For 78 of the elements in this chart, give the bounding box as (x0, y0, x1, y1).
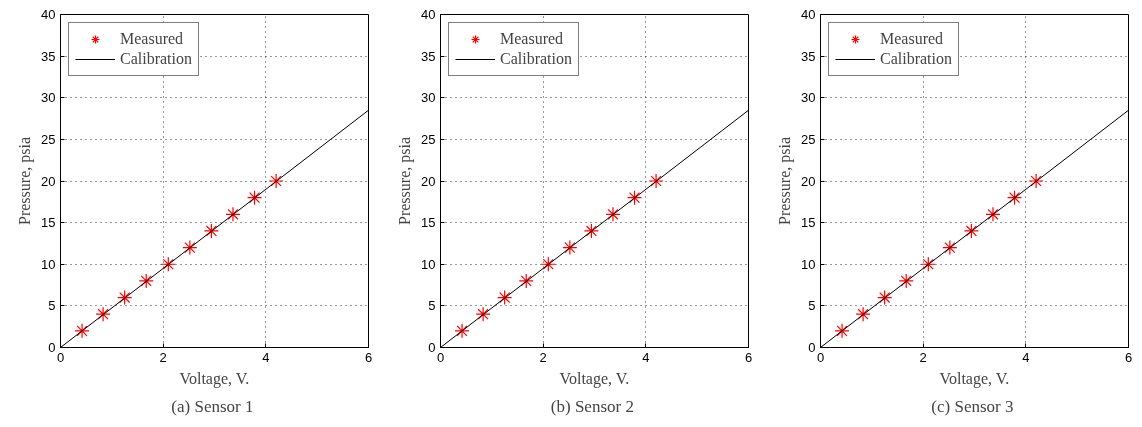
legend-label: Measured (500, 30, 564, 48)
text: (c) Sensor 3 (931, 396, 1014, 416)
point (855, 306, 871, 322)
point (225, 206, 241, 222)
text: (a) Sensor 1 (171, 396, 254, 416)
point (942, 240, 958, 256)
y-tick-label: 20 (801, 173, 816, 189)
x-axis-title: Voltage, V. (939, 369, 1010, 388)
y-axis-title: Pressure, psia (16, 137, 35, 225)
legend-label: Calibration (120, 50, 192, 68)
point (268, 173, 284, 189)
y-tick-label: 40 (421, 7, 436, 22)
y-tick-label: 40 (41, 7, 56, 22)
point (138, 273, 154, 289)
point (834, 323, 850, 339)
x-tick-label: 4 (262, 349, 270, 365)
y-tick-label: 15 (41, 215, 56, 231)
point (963, 223, 980, 239)
y-tick-label: 35 (421, 48, 436, 64)
point (203, 223, 220, 239)
point (518, 273, 534, 289)
x-tick-label: 6 (744, 349, 753, 365)
point (74, 323, 90, 339)
legend-label: Calibration (880, 50, 952, 68)
y-tick-label: 30 (421, 90, 436, 106)
y-tick-label: 10 (41, 256, 56, 272)
x-tick-label: 4 (642, 349, 650, 365)
y-tick-label: 25 (801, 131, 816, 147)
point (454, 323, 470, 339)
point (605, 206, 621, 222)
y-tick-label: 15 (801, 215, 816, 231)
x-axis-title: Voltage, V. (559, 369, 630, 388)
x-tick-label: 2 (159, 349, 167, 365)
point (562, 240, 578, 256)
point (117, 289, 133, 306)
y-tick-label: 5 (808, 298, 816, 314)
y-tick-label: 30 (801, 90, 816, 106)
y-axis-title: Pressure, psia (396, 137, 415, 225)
y-tick-label: 40 (801, 7, 816, 22)
point (540, 256, 556, 272)
y-axis-title: Pressure, psia (776, 137, 795, 225)
y-tick-label: 25 (41, 131, 56, 147)
x-tick-label: 4 (1022, 349, 1030, 365)
y-tick-label: 5 (428, 298, 436, 314)
point (920, 256, 936, 272)
legend-label: Measured (120, 30, 184, 48)
point (1006, 190, 1023, 206)
y-tick-label: 5 (48, 298, 56, 314)
y-tick-label: 35 (801, 48, 816, 64)
point (246, 190, 263, 206)
point (898, 273, 914, 289)
x-axis-title: Voltage, V. (179, 369, 250, 388)
point (1028, 173, 1044, 189)
point (985, 206, 1001, 222)
y-tick-label: 20 (421, 173, 436, 189)
y-tick-label: 35 (41, 48, 56, 64)
y-tick-label: 25 (421, 131, 436, 147)
y-tick-label: 10 (801, 256, 816, 272)
text: (b) Sensor 2 (550, 396, 634, 416)
point (497, 289, 513, 306)
legend-label: Measured (880, 30, 944, 48)
point (626, 190, 643, 206)
x-tick-label: 2 (539, 349, 547, 365)
y-tick-label: 10 (421, 256, 436, 272)
point (648, 173, 664, 189)
x-tick-label: 6 (1124, 349, 1133, 365)
y-tick-label: 15 (421, 215, 436, 231)
point (583, 223, 600, 239)
legend-label: Calibration (500, 50, 572, 68)
point (475, 306, 491, 322)
y-tick-label: 30 (41, 90, 56, 106)
x-tick-label: 6 (364, 349, 373, 365)
point (877, 289, 893, 306)
y-tick-label: 20 (41, 173, 56, 189)
point (95, 306, 111, 322)
x-tick-label: 2 (919, 349, 927, 365)
point (182, 240, 198, 256)
point (160, 256, 176, 272)
